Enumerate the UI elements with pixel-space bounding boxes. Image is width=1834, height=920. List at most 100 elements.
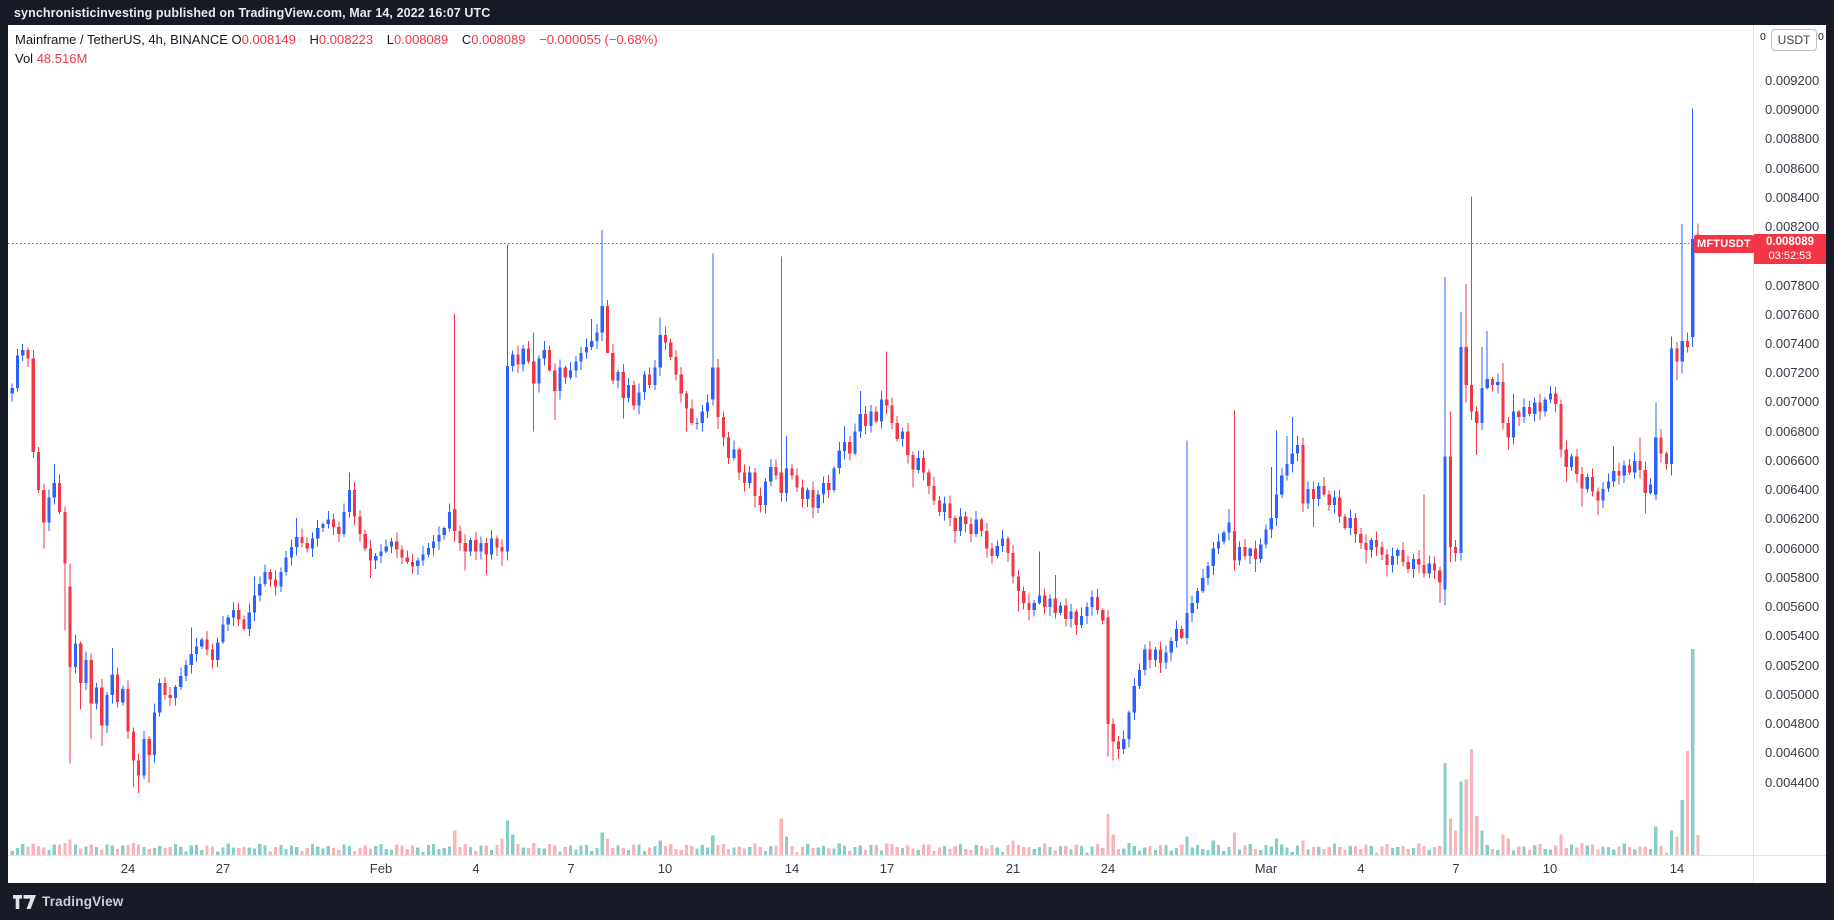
candle-body — [995, 545, 999, 556]
volume-bar — [648, 847, 652, 855]
volume-bar — [158, 846, 162, 855]
volume-bar — [858, 845, 862, 855]
volume-bar — [1348, 846, 1352, 855]
price-scale[interactable]: 0.009200 0.009000 0.008800 0.008600 0.008400… — [1754, 25, 1826, 855]
candle-body — [621, 371, 625, 399]
volume-bar — [1095, 844, 1099, 855]
candle-body — [1643, 469, 1647, 494]
candle-body — [216, 642, 220, 660]
volume-bar — [621, 848, 625, 855]
candle-body — [416, 560, 420, 567]
candle-body — [368, 548, 372, 561]
volume-bar — [1222, 850, 1226, 855]
candle-body — [1606, 481, 1610, 489]
price-axis-label: 0.007600 — [1765, 307, 1820, 322]
candle-body — [1564, 449, 1568, 467]
volume-bar — [1280, 844, 1284, 855]
candle-body — [163, 683, 167, 695]
candle-body — [1490, 379, 1495, 385]
volume-bar — [1138, 850, 1142, 855]
candle-body — [758, 496, 762, 505]
price-axis-label: 0.005800 — [1765, 570, 1820, 585]
candle-body — [1454, 547, 1458, 553]
candle-body — [210, 649, 214, 660]
volume-bar — [885, 843, 889, 855]
footer-bar: TradingView — [0, 883, 1834, 920]
candle-body — [1227, 522, 1231, 533]
volume-bar — [958, 844, 962, 855]
candle-body — [1016, 576, 1020, 592]
candle-body — [252, 595, 257, 613]
volume-bar — [1211, 840, 1215, 855]
candle-body — [1238, 547, 1242, 561]
time-scale[interactable]: 24 27 Feb 4 7 10 14 17 21 24 Mar 4 7 10 14 — [8, 856, 1753, 883]
candle-body — [563, 367, 567, 378]
volume-bar — [1401, 845, 1405, 855]
time-axis-label: 24 — [1100, 861, 1116, 876]
time-axis-label: 4 — [472, 861, 480, 876]
price-chart-canvas[interactable] — [8, 25, 1753, 855]
volume-bar — [1274, 838, 1279, 855]
attribution-banner: synchronisticinvesting published on Trad… — [0, 0, 1834, 25]
chart-legend: Mainframe / TetherUS, 4h, BINANCE O0.008… — [15, 31, 663, 67]
candle-body — [900, 431, 905, 439]
tradingview-logo[interactable]: TradingView — [13, 894, 123, 909]
volume-bar — [1575, 847, 1579, 855]
candle-body — [800, 487, 804, 499]
volume-bar — [1116, 848, 1121, 855]
candle-body — [442, 528, 446, 535]
candle-body — [1364, 542, 1368, 551]
candle-body — [616, 371, 620, 381]
candle-body — [358, 516, 362, 534]
candle-body — [695, 423, 699, 425]
price-axis-label: 0.008600 — [1765, 161, 1820, 176]
symbol-price-flag: MFTUSDT — [1694, 235, 1754, 253]
volume-bar — [1317, 847, 1321, 855]
volume-bar — [721, 844, 725, 855]
candle-body — [337, 526, 341, 535]
volume-bar — [1601, 846, 1605, 855]
volume-bar — [1548, 849, 1553, 855]
volume-bar — [937, 847, 941, 855]
volume-bar — [1396, 846, 1400, 855]
candle-body — [1211, 548, 1215, 567]
candle-body — [1633, 461, 1637, 473]
volume-bar — [1290, 852, 1294, 855]
candle-body — [437, 534, 441, 542]
volume-bar — [463, 843, 467, 855]
time-axis-label: Feb — [369, 861, 393, 876]
volume-bar — [547, 843, 552, 855]
candle-body — [1243, 547, 1247, 556]
volume-bar — [116, 849, 120, 855]
candle-body — [679, 374, 683, 394]
candle-body — [1417, 558, 1421, 565]
candle-body — [558, 367, 562, 391]
candle-body — [1069, 611, 1073, 619]
candle-body — [569, 370, 573, 378]
volume-bar — [289, 845, 293, 855]
candle-body — [1385, 554, 1389, 565]
candle-body — [1311, 488, 1315, 499]
volume-bar — [605, 838, 610, 855]
candle-body — [321, 523, 325, 529]
candle-body — [147, 738, 151, 755]
volume-bar — [421, 851, 425, 855]
volume-bar — [63, 842, 67, 855]
volume-bar — [821, 846, 826, 855]
candle-body — [1596, 491, 1600, 501]
volume-bar — [1022, 847, 1026, 855]
volume-bar — [1659, 845, 1663, 855]
candle-body — [1164, 652, 1168, 663]
volume-bar — [995, 847, 999, 855]
candle-body — [468, 539, 473, 552]
candle-body — [774, 466, 778, 476]
candle-body — [1343, 516, 1347, 529]
volume-bar — [1475, 816, 1479, 855]
volume-bar — [1127, 842, 1131, 855]
volume-bar — [1069, 849, 1073, 855]
currency-toggle-button[interactable]: USDT — [1771, 29, 1817, 51]
attribution-text: synchronisticinvesting published on Trad… — [14, 5, 491, 20]
candle-body — [453, 509, 457, 532]
tradingview-logo-text: TradingView — [42, 894, 124, 909]
volume-label: Vol — [15, 51, 34, 66]
